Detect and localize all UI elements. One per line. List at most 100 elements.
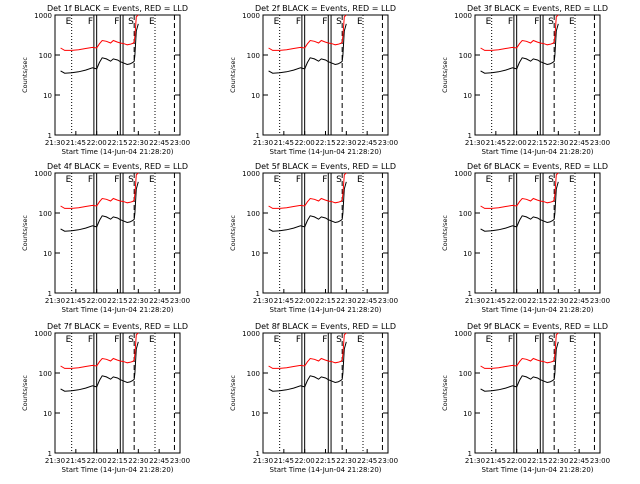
x-tick-label: 23:00 bbox=[378, 457, 398, 465]
events-series-line bbox=[480, 341, 559, 392]
events-series-line bbox=[60, 23, 139, 74]
x-tick-label: 22:30 bbox=[128, 139, 148, 147]
flag-label: S bbox=[548, 175, 554, 185]
y-axis-label: Counts/sec bbox=[441, 57, 449, 93]
x-axis-label: Start Time (14-Jun-04 21:28:20) bbox=[270, 466, 382, 474]
y-tick-label: 1 bbox=[48, 290, 52, 298]
flag-label: E bbox=[357, 17, 363, 27]
flag-label: E bbox=[486, 175, 492, 185]
x-tick-label: 22:45 bbox=[357, 139, 377, 147]
flag-label: S bbox=[128, 335, 134, 345]
events-series-line bbox=[268, 341, 347, 392]
y-tick-label: 1 bbox=[468, 450, 472, 458]
lld-series-line bbox=[268, 14, 347, 51]
x-tick-label: 22:45 bbox=[149, 457, 169, 465]
x-tick-label: 21:30 bbox=[253, 457, 273, 465]
chart-panel-1: Det 1f BLACK = Events, RED = LLD 1 10 100 10… bbox=[21, 4, 190, 156]
plot-frame bbox=[262, 172, 389, 294]
flag-label: F bbox=[114, 17, 119, 27]
x-tick-label: 23:00 bbox=[170, 457, 190, 465]
flag-label: F bbox=[534, 17, 539, 27]
events-series-line bbox=[268, 23, 347, 74]
y-tick-label: 10 bbox=[463, 410, 472, 418]
flag-label: S bbox=[336, 175, 342, 185]
y-tick-label: 10 bbox=[251, 410, 260, 418]
y-tick-label: 1 bbox=[48, 450, 52, 458]
x-tick-label: 21:30 bbox=[45, 297, 65, 305]
lld-series-line bbox=[60, 14, 139, 51]
chart-title: Det 7f BLACK = Events, RED = LLD bbox=[47, 322, 188, 331]
y-tick-label: 1000 bbox=[34, 12, 52, 20]
y-tick-label: 100 bbox=[459, 52, 472, 60]
chart-panel-7: Det 7f BLACK = Events, RED = LLD 1 10 100 10… bbox=[21, 322, 190, 474]
flag-label: S bbox=[128, 17, 134, 27]
x-axis-label: Start Time (14-Jun-04 21:28:20) bbox=[482, 148, 594, 156]
x-tick-label: 22:30 bbox=[336, 297, 356, 305]
x-tick-label: 22:15 bbox=[527, 297, 547, 305]
x-tick-label: 21:45 bbox=[486, 457, 506, 465]
y-tick-label: 1000 bbox=[454, 12, 472, 20]
x-tick-label: 22:15 bbox=[315, 297, 335, 305]
lld-series-line bbox=[480, 14, 559, 51]
x-tick-label: 23:00 bbox=[378, 297, 398, 305]
x-tick-label: 21:30 bbox=[45, 139, 65, 147]
flag-label: F bbox=[88, 335, 93, 345]
chart-title: Det 5f BLACK = Events, RED = LLD bbox=[255, 162, 396, 171]
x-tick-label: 22:00 bbox=[295, 297, 315, 305]
flag-label: E bbox=[66, 175, 72, 185]
lld-series-line bbox=[60, 172, 139, 209]
chart-panel-9: Det 9f BLACK = Events, RED = LLD 1 10 100 10… bbox=[441, 322, 610, 474]
x-tick-label: 22:15 bbox=[315, 139, 335, 147]
flag-label: F bbox=[322, 17, 327, 27]
chart-title: Det 1f BLACK = Events, RED = LLD bbox=[47, 4, 188, 13]
flag-label: F bbox=[322, 175, 327, 185]
plot-frame bbox=[54, 172, 181, 294]
x-tick-label: 22:30 bbox=[336, 457, 356, 465]
chart-title: Det 3f BLACK = Events, RED = LLD bbox=[467, 4, 608, 13]
x-tick-label: 22:30 bbox=[336, 139, 356, 147]
flag-label: F bbox=[88, 175, 93, 185]
flag-label: F bbox=[534, 335, 539, 345]
flag-label: S bbox=[128, 175, 134, 185]
x-tick-label: 22:45 bbox=[357, 457, 377, 465]
x-axis-label: Start Time (14-Jun-04 21:28:20) bbox=[62, 306, 174, 314]
flag-label: E bbox=[357, 335, 363, 345]
flag-label: F bbox=[88, 17, 93, 27]
y-tick-label: 1000 bbox=[242, 330, 260, 338]
x-tick-label: 21:30 bbox=[45, 457, 65, 465]
x-tick-label: 22:30 bbox=[548, 457, 568, 465]
x-tick-label: 22:45 bbox=[149, 139, 169, 147]
y-tick-label: 1 bbox=[468, 290, 472, 298]
y-tick-label: 100 bbox=[247, 210, 260, 218]
y-tick-label: 100 bbox=[39, 210, 52, 218]
y-tick-label: 1000 bbox=[34, 170, 52, 178]
y-tick-label: 10 bbox=[43, 410, 52, 418]
y-tick-label: 100 bbox=[459, 370, 472, 378]
y-tick-label: 1 bbox=[468, 132, 472, 140]
flag-label: S bbox=[548, 335, 554, 345]
flag-label: F bbox=[296, 17, 301, 27]
chart-title: Det 8f BLACK = Events, RED = LLD bbox=[255, 322, 396, 331]
chart-panel-5: Det 5f BLACK = Events, RED = LLD 1 10 100 10… bbox=[229, 162, 398, 314]
y-tick-label: 100 bbox=[39, 370, 52, 378]
y-tick-label: 100 bbox=[459, 210, 472, 218]
flag-label: E bbox=[357, 175, 363, 185]
x-tick-label: 22:15 bbox=[107, 139, 127, 147]
y-tick-label: 100 bbox=[247, 370, 260, 378]
x-tick-label: 21:45 bbox=[486, 139, 506, 147]
x-tick-label: 22:15 bbox=[315, 457, 335, 465]
flag-label: E bbox=[149, 17, 155, 27]
y-tick-label: 10 bbox=[463, 92, 472, 100]
x-tick-label: 22:15 bbox=[527, 139, 547, 147]
x-tick-label: 22:00 bbox=[507, 139, 527, 147]
lld-series-line bbox=[268, 332, 347, 369]
x-axis-label: Start Time (14-Jun-04 21:28:20) bbox=[62, 466, 174, 474]
x-tick-label: 22:45 bbox=[569, 457, 589, 465]
flag-label: S bbox=[336, 335, 342, 345]
y-tick-label: 1 bbox=[256, 132, 260, 140]
x-tick-label: 22:45 bbox=[569, 139, 589, 147]
chart-title: Det 6f BLACK = Events, RED = LLD bbox=[467, 162, 608, 171]
x-tick-label: 23:00 bbox=[170, 297, 190, 305]
x-tick-label: 22:15 bbox=[107, 457, 127, 465]
lld-series-line bbox=[480, 172, 559, 209]
